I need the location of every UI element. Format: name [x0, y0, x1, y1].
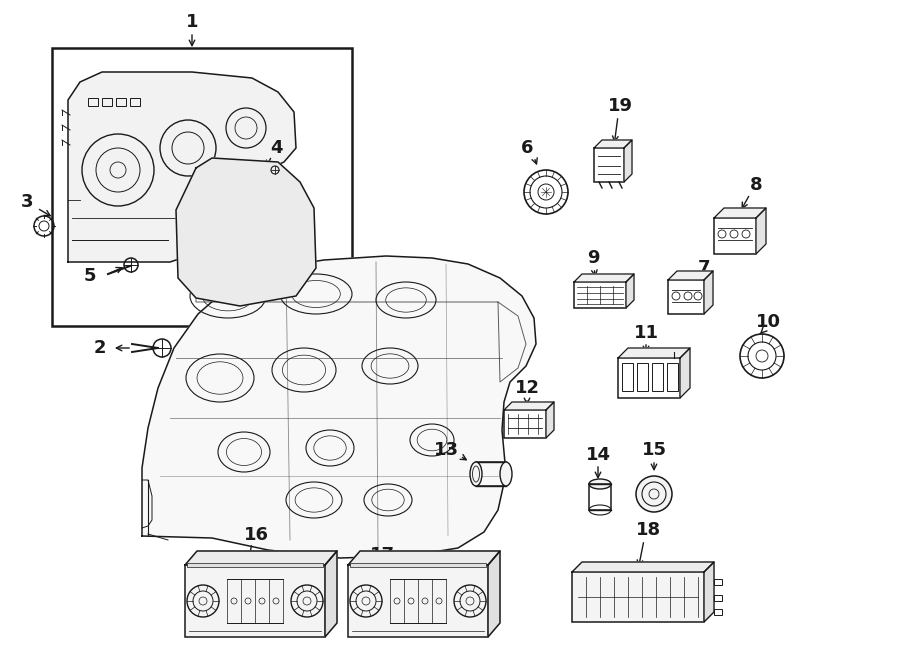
Polygon shape [185, 551, 337, 565]
Text: 13: 13 [434, 441, 458, 459]
Bar [622, 363, 633, 391]
Text: 11: 11 [634, 324, 659, 342]
Polygon shape [176, 158, 316, 306]
Ellipse shape [470, 462, 482, 486]
Text: 10: 10 [755, 313, 780, 331]
Polygon shape [572, 562, 714, 572]
Bar [594, 148, 624, 182]
Polygon shape [325, 551, 337, 637]
Bar [350, 563, 486, 567]
Polygon shape [668, 271, 713, 280]
Bar [504, 410, 546, 438]
Bar [348, 565, 488, 637]
Polygon shape [594, 140, 632, 148]
Bar [88, 98, 98, 106]
Polygon shape [704, 562, 714, 622]
Bar [185, 565, 325, 637]
Polygon shape [618, 348, 690, 358]
Text: 18: 18 [636, 521, 662, 539]
Bar [572, 572, 704, 622]
Polygon shape [756, 208, 766, 254]
Bar [130, 98, 140, 106]
Polygon shape [142, 256, 536, 558]
Polygon shape [68, 72, 296, 262]
Polygon shape [574, 274, 634, 282]
Bar [52, 48, 352, 326]
Text: 3: 3 [21, 193, 33, 211]
Polygon shape [704, 271, 713, 314]
Bar [187, 563, 323, 567]
Polygon shape [680, 348, 690, 398]
Polygon shape [348, 551, 500, 565]
Polygon shape [488, 551, 500, 637]
Polygon shape [626, 274, 634, 308]
Text: 2: 2 [94, 339, 106, 357]
Text: 15: 15 [642, 441, 667, 459]
Circle shape [636, 476, 672, 512]
Text: 4: 4 [270, 139, 283, 157]
Bar [714, 218, 756, 254]
Text: 1: 1 [185, 13, 198, 31]
Bar [652, 363, 663, 391]
Bar [714, 609, 722, 615]
Bar [667, 363, 678, 391]
Polygon shape [624, 140, 632, 182]
Bar [714, 595, 722, 601]
Bar [714, 579, 722, 585]
Ellipse shape [500, 462, 512, 486]
Text: 8: 8 [750, 176, 762, 194]
Text: 17: 17 [370, 546, 394, 564]
Text: 16: 16 [244, 526, 268, 544]
Bar [102, 98, 112, 106]
Text: 5: 5 [84, 267, 96, 285]
Polygon shape [546, 402, 554, 438]
Bar [618, 358, 680, 398]
Text: 7: 7 [698, 259, 710, 277]
Text: 6: 6 [521, 139, 533, 157]
Polygon shape [504, 402, 554, 410]
Bar [116, 98, 126, 106]
Ellipse shape [589, 479, 611, 489]
Text: 12: 12 [515, 379, 539, 397]
Text: 14: 14 [586, 446, 610, 464]
Bar [668, 280, 704, 314]
Bar [637, 363, 648, 391]
Polygon shape [714, 208, 766, 218]
Bar [589, 484, 611, 510]
Text: 9: 9 [587, 249, 599, 267]
Text: 19: 19 [608, 97, 633, 115]
Bar [476, 462, 506, 486]
Bar [574, 282, 626, 308]
